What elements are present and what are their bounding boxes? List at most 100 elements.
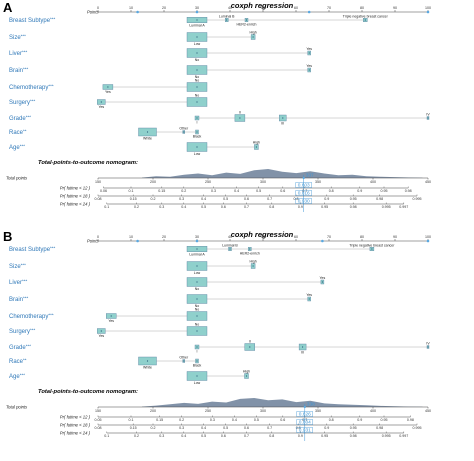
total-points-tick-label: 400 [370, 180, 376, 184]
probability-tick-label: 0.3 [179, 426, 184, 430]
significance-stars: *** [20, 144, 26, 149]
probability-tick-label: 0.5 [223, 197, 228, 201]
variable-label: Brain*** [9, 296, 29, 304]
level-label: No [195, 287, 200, 291]
probability-tick-label: 0.997 [399, 434, 408, 438]
total-points-axis-label: Total points [6, 176, 28, 181]
total-points-tick-label: 250 [205, 409, 211, 413]
variable-name: Liver [9, 280, 22, 286]
total-points-tick-label: 450 [425, 180, 431, 184]
total-points-tick-label: 150 [95, 180, 101, 184]
points-tick-label: 40 [228, 6, 232, 10]
variable-name: Race [9, 130, 24, 136]
level-label: High [249, 260, 256, 264]
level-label: II [239, 111, 241, 115]
points-tick-label: 60 [294, 6, 298, 10]
points-tick-label: 90 [393, 6, 397, 10]
variable-label: Grade*** [9, 115, 31, 123]
level-center-dot [196, 265, 198, 267]
variable-label: Liver*** [9, 279, 28, 287]
probability-readout: 0.626 [299, 412, 311, 418]
level-label: Yes [306, 64, 312, 68]
level-center-dot [196, 375, 198, 377]
probability-tick-label: 0.8 [329, 418, 334, 422]
probability-tick-label: 0.995 [382, 205, 391, 209]
probability-tick-label: 0.3 [179, 197, 184, 201]
probability-axis-label: Pr( futime < 12 ) [60, 186, 91, 191]
probability-tick-label: 0.4 [232, 418, 237, 422]
level-center-dot [196, 346, 198, 348]
probability-tick-label: 0.6 [280, 189, 285, 193]
level-label: I [197, 121, 198, 125]
level-label: IV [426, 113, 430, 117]
significance-stars: *** [30, 328, 36, 333]
variable-label: Brain*** [9, 67, 29, 75]
probability-readout-box [295, 190, 312, 196]
points-tick-label: 90 [393, 235, 397, 239]
level-center-dot [196, 36, 198, 38]
probability-tick-label: 0.06 [100, 189, 107, 193]
level-label: Luminal A [189, 23, 205, 27]
total-points-selected-marker [302, 176, 305, 180]
points-selected-marker [307, 10, 311, 14]
level-center-dot [146, 360, 149, 362]
level-label: HER2-enrich [240, 251, 260, 255]
probability-readout-box [296, 419, 313, 425]
level-label: Low [194, 381, 201, 385]
probability-tick-label: 0.2 [179, 418, 184, 422]
probability-readout: 0.930 [298, 199, 310, 205]
probability-tick-label: 0.6 [244, 197, 249, 201]
level-center-dot [239, 117, 241, 119]
level-label: No [195, 94, 200, 98]
points-tick-label: 10 [129, 235, 133, 239]
probability-tick-label: 0.5 [201, 434, 206, 438]
level-center-dot [196, 131, 198, 133]
level-center-dot [110, 315, 112, 317]
level-label: Black [193, 135, 202, 139]
points-tick-label: 50 [261, 6, 265, 10]
level-label: Yes [306, 293, 312, 297]
probability-tick-label: 0.8 [296, 426, 301, 430]
probability-tick-label: 0.995 [413, 197, 422, 201]
level-center-dot [196, 298, 198, 300]
probability-tick-label: 0.6 [221, 205, 226, 209]
probability-axis-label: Pr( futime < 18 ) [60, 194, 91, 199]
significance-stars: *** [21, 263, 27, 268]
probability-tick-label: 0.1 [104, 434, 109, 438]
probability-tick-label: 0.997 [399, 205, 408, 209]
probability-tick-label: 0.08 [95, 197, 102, 201]
level-center-dot [252, 36, 254, 38]
level-center-dot [196, 248, 198, 250]
probability-tick-label: 0.8 [269, 434, 274, 438]
variable-name: Liver [9, 51, 22, 57]
level-center-dot [196, 117, 198, 119]
level-center-dot [196, 281, 198, 283]
level-center-dot [308, 52, 310, 54]
total-points-tick-label: 400 [370, 409, 376, 413]
variable-label: Size*** [9, 34, 26, 42]
points-tick-label: 20 [162, 235, 166, 239]
probability-readout-box [295, 182, 312, 188]
variable-label: Age*** [9, 373, 25, 381]
variable-label: Breast Subtype*** [9, 17, 56, 25]
points-tick-label: 20 [162, 6, 166, 10]
level-label: No [195, 304, 200, 308]
probability-tick-label: 0.3 [211, 189, 216, 193]
probability-tick-label: 0.2 [181, 189, 186, 193]
significance-stars: *** [23, 67, 29, 72]
probability-readout: 0.816 [298, 191, 310, 197]
probability-tick-label: 0.9 [357, 189, 362, 193]
probability-tick-label: 0.6 [244, 426, 249, 430]
total-points-axis-label: Total points [6, 405, 28, 410]
probability-tick-label: 0.9 [298, 434, 303, 438]
variable-name: Brain [9, 68, 23, 74]
probability-tick-label: 0.95 [381, 189, 388, 193]
probability-tick-label: 0.98 [350, 205, 357, 209]
significance-stars: *** [30, 99, 36, 104]
points-tick-label: 30 [195, 6, 199, 10]
total-points-tick-label: 200 [150, 409, 156, 413]
probability-tick-label: 0.5 [256, 189, 261, 193]
